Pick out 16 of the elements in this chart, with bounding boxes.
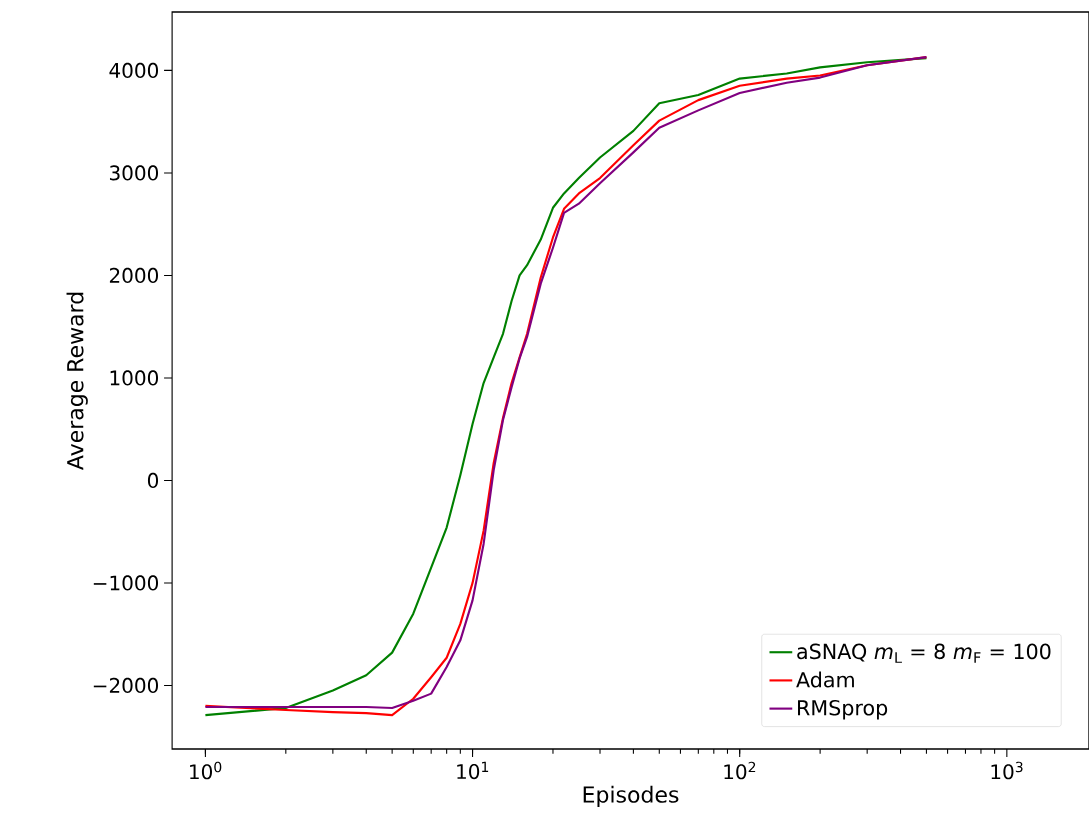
x-tick-label: 10$^{0}$ [190,761,222,780]
x-tick-label: 10$^{2}$ [724,761,756,780]
legend-label: aSNAQ m$_{L}$ = 8 m$_{F}$ = 100 [797,643,1051,663]
y-tick-label: 0 [147,472,159,488]
x-tick-label: 10$^{1}$ [457,761,489,780]
y-tick-label: 2000 [109,267,159,283]
x-tick-label: 10$^{3}$ [991,761,1023,780]
y-tick-label: −2000 [93,677,159,694]
y-tick-label: −1000 [93,575,159,591]
legend-label: RMSprop [798,699,888,720]
legend-label: Adam [796,671,854,688]
x-axis-title: Episodes [583,785,679,808]
y-tick-label: 3000 [109,165,159,181]
y-axis-title: Average Reward [66,292,88,470]
y-tick-label: 4000 [109,62,159,78]
y-tick-label: 1000 [110,370,159,386]
